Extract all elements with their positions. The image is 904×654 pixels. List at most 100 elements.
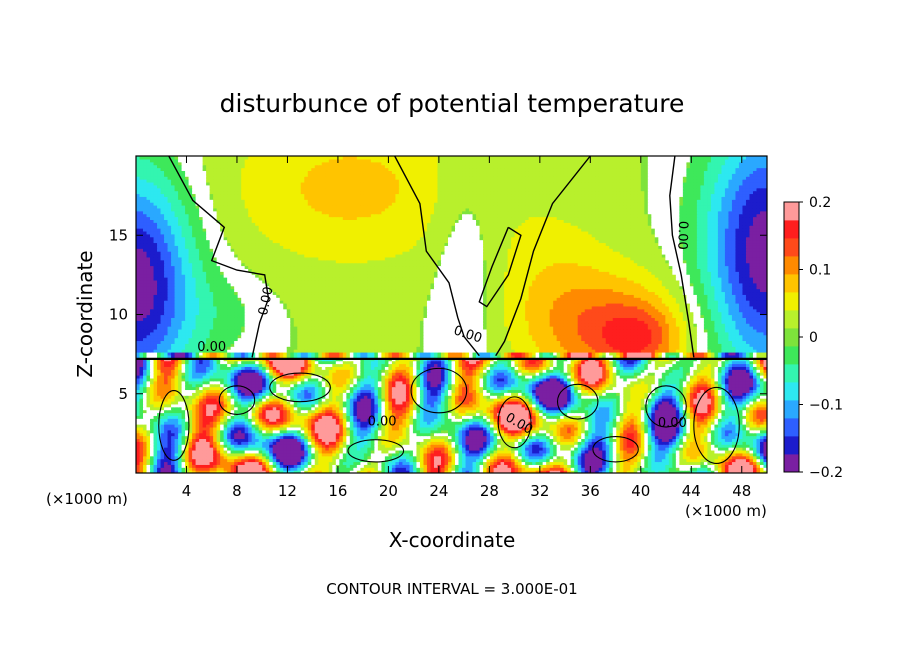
heatmap-cell	[185, 458, 190, 463]
heatmap-cell	[504, 400, 509, 405]
heatmap-cell	[658, 441, 663, 445]
heatmap-cell	[752, 458, 758, 463]
heatmap-cell	[609, 415, 614, 419]
heatmap-cell	[223, 432, 228, 437]
heatmap-cell	[150, 424, 155, 428]
heatmap-cell	[388, 470, 393, 473]
heatmap-cell	[763, 447, 767, 451]
heatmap-cell	[139, 452, 144, 457]
heatmap-cell	[314, 409, 319, 414]
heatmap-cell	[567, 444, 572, 448]
heatmap-cell	[339, 464, 344, 468]
heatmap-cell	[258, 418, 263, 422]
heatmap-cell	[349, 426, 354, 431]
heatmap-cell	[339, 403, 344, 408]
heatmap-cell	[353, 461, 358, 465]
heatmap-cell	[426, 426, 432, 431]
heatmap-cell	[185, 398, 190, 402]
heatmap-cell	[283, 455, 288, 460]
heatmap-cell	[661, 421, 666, 425]
heatmap-cell	[412, 418, 418, 422]
heatmap-cell	[455, 447, 460, 451]
heatmap-cell	[153, 452, 158, 457]
heatmap-cell	[735, 415, 740, 419]
heatmap-cell	[679, 400, 684, 405]
heatmap-cell	[349, 458, 354, 463]
heatmap-cell	[276, 449, 281, 454]
heatmap-cell	[374, 461, 379, 465]
heatmap-cell	[763, 400, 767, 405]
heatmap-cell	[220, 421, 225, 425]
heatmap-cell	[321, 415, 326, 419]
heatmap-cell	[553, 438, 558, 442]
heatmap-cell	[258, 432, 263, 437]
heatmap-cell	[553, 444, 558, 448]
heatmap-cell	[486, 458, 491, 463]
heatmap-cell	[195, 467, 200, 471]
heatmap-cell	[493, 400, 498, 405]
heatmap-cell	[493, 447, 498, 451]
heatmap-cell	[419, 400, 425, 405]
heatmap-cell	[321, 444, 326, 448]
heatmap-cell	[619, 447, 624, 451]
heatmap-cell	[430, 458, 435, 463]
heatmap-cell	[476, 412, 481, 416]
heatmap-cell	[433, 412, 439, 416]
heatmap-cell	[146, 452, 151, 457]
heatmap-cell	[241, 426, 246, 431]
heatmap-cell	[377, 426, 382, 431]
heatmap-cell	[465, 418, 470, 422]
heatmap-cell	[472, 438, 477, 442]
heatmap-cell	[150, 418, 155, 422]
heatmap-cell	[279, 461, 284, 465]
heatmap-cell	[255, 455, 260, 460]
heatmap-cell	[388, 447, 393, 451]
heatmap-cell	[612, 424, 617, 428]
heatmap-cell	[304, 441, 309, 445]
heatmap-cell	[433, 421, 439, 425]
heatmap-cell	[206, 467, 211, 471]
heatmap-cell	[279, 424, 284, 428]
heatmap-cell	[546, 447, 551, 451]
heatmap-cell	[476, 415, 481, 419]
heatmap-cell	[251, 398, 256, 402]
heatmap-cell	[486, 449, 491, 454]
heatmap-cell	[370, 464, 375, 468]
heatmap-cell	[447, 435, 453, 440]
heatmap-cell	[195, 424, 200, 428]
heatmap-cell	[213, 403, 218, 408]
heatmap-cell	[356, 435, 361, 440]
heatmap-cell	[563, 467, 568, 471]
heatmap-cell	[539, 449, 544, 454]
heatmap-cell	[342, 470, 347, 473]
heatmap-cell	[412, 447, 418, 451]
heatmap-cell	[532, 464, 537, 468]
heatmap-cell	[199, 441, 204, 445]
heatmap-cell	[507, 435, 512, 440]
heatmap-cell	[244, 398, 249, 402]
heatmap-cell	[188, 464, 193, 468]
heatmap-cell	[244, 426, 249, 431]
heatmap-cell	[440, 400, 446, 405]
heatmap-cell	[539, 441, 544, 445]
heatmap-cell	[423, 452, 428, 457]
heatmap-cell	[731, 429, 737, 434]
heatmap-cell	[251, 421, 256, 425]
heatmap-cell	[672, 467, 677, 471]
heatmap-cell	[167, 412, 172, 416]
heatmap-cell	[349, 415, 354, 419]
heatmap-cell	[511, 412, 516, 416]
heatmap-cell	[472, 418, 477, 422]
heatmap-cell	[356, 461, 361, 465]
heatmap-cell	[423, 467, 428, 471]
heatmap-cell	[426, 449, 432, 454]
heatmap-cell	[749, 409, 754, 414]
heatmap-cell	[710, 421, 716, 425]
heatmap-cell	[560, 444, 565, 448]
heatmap-cell	[363, 418, 368, 422]
heatmap-cell	[553, 467, 558, 471]
heatmap-cell	[279, 415, 284, 419]
heatmap-cell	[178, 406, 183, 411]
heatmap-cell	[384, 449, 389, 454]
heatmap-cell	[637, 470, 642, 473]
